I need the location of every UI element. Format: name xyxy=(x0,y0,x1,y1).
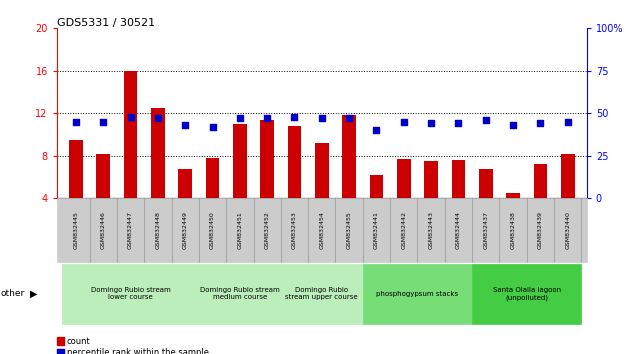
Bar xyxy=(288,126,302,241)
Point xyxy=(563,119,573,125)
Text: GSM832439: GSM832439 xyxy=(538,211,543,249)
Bar xyxy=(534,164,547,241)
Text: GSM832448: GSM832448 xyxy=(155,211,160,249)
Point xyxy=(290,114,300,120)
Bar xyxy=(342,115,356,241)
Text: GSM832454: GSM832454 xyxy=(319,211,324,249)
Bar xyxy=(233,124,247,241)
Bar xyxy=(424,161,438,241)
Bar xyxy=(69,140,83,241)
Text: phosphogypsum stacks: phosphogypsum stacks xyxy=(376,291,459,297)
Bar xyxy=(370,175,383,241)
Text: GSM832443: GSM832443 xyxy=(428,211,433,249)
Point xyxy=(344,115,354,121)
Point xyxy=(399,119,409,125)
Text: GSM832442: GSM832442 xyxy=(401,211,406,249)
Text: GSM832450: GSM832450 xyxy=(210,211,215,249)
Point xyxy=(481,117,491,123)
Text: GSM832438: GSM832438 xyxy=(510,211,516,249)
Bar xyxy=(315,143,329,241)
Text: GSM832447: GSM832447 xyxy=(128,211,133,249)
Text: count: count xyxy=(67,337,91,346)
Text: GSM832440: GSM832440 xyxy=(565,211,570,249)
Text: Domingo Rubio
stream upper course: Domingo Rubio stream upper course xyxy=(285,287,358,300)
Bar xyxy=(506,193,520,241)
Text: GSM832441: GSM832441 xyxy=(374,211,379,249)
Bar xyxy=(479,169,493,241)
Point xyxy=(372,127,382,133)
Point xyxy=(71,119,81,125)
Bar xyxy=(179,169,192,241)
Bar xyxy=(124,71,138,241)
Point xyxy=(235,115,245,121)
Point xyxy=(208,124,218,130)
Text: GSM832445: GSM832445 xyxy=(73,211,78,249)
Bar xyxy=(97,154,110,241)
Text: other: other xyxy=(1,289,25,298)
Text: Domingo Rubio stream
lower course: Domingo Rubio stream lower course xyxy=(91,287,170,300)
Text: Domingo Rubio stream
medium course: Domingo Rubio stream medium course xyxy=(200,287,280,300)
Text: Santa Olalla lagoon
(unpolluted): Santa Olalla lagoon (unpolluted) xyxy=(493,287,561,301)
Bar xyxy=(261,120,274,241)
Bar xyxy=(151,108,165,241)
Point xyxy=(153,115,163,121)
Text: GSM832452: GSM832452 xyxy=(264,211,269,249)
Bar xyxy=(452,160,465,241)
Bar xyxy=(206,158,220,241)
Text: GSM832437: GSM832437 xyxy=(483,211,488,249)
Point xyxy=(180,122,191,128)
Text: GSM832444: GSM832444 xyxy=(456,211,461,249)
Text: GSM832451: GSM832451 xyxy=(237,211,242,249)
Text: GSM832449: GSM832449 xyxy=(183,211,187,249)
Point xyxy=(535,121,545,126)
Text: GSM832453: GSM832453 xyxy=(292,211,297,249)
Bar xyxy=(561,154,575,241)
Point xyxy=(453,121,463,126)
Text: GSM832446: GSM832446 xyxy=(101,211,106,249)
Text: percentile rank within the sample: percentile rank within the sample xyxy=(67,348,209,354)
Point xyxy=(262,115,272,121)
Text: GDS5331 / 30521: GDS5331 / 30521 xyxy=(57,18,155,28)
Point xyxy=(426,121,436,126)
Text: ▶: ▶ xyxy=(30,289,38,299)
Point xyxy=(317,115,327,121)
Point xyxy=(98,119,109,125)
Point xyxy=(126,114,136,120)
Bar xyxy=(397,159,411,241)
Text: GSM832455: GSM832455 xyxy=(346,211,351,249)
Point xyxy=(508,122,518,128)
